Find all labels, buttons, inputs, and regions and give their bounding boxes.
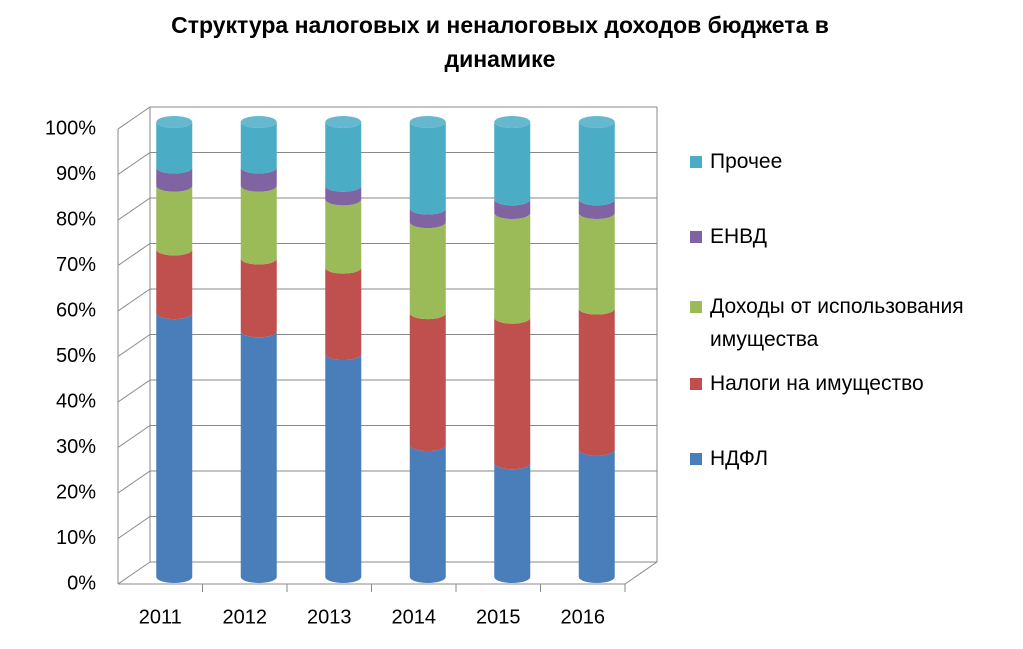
grid-line (117, 197, 657, 221)
y-tick-label: 20% (56, 481, 96, 503)
legend-item: Доходы от использования имущества (690, 290, 1020, 356)
y-tick-label: 30% (56, 436, 96, 458)
bar-segment (409, 208, 446, 229)
grid-line (117, 334, 657, 357)
y-tick-label: 90% (56, 163, 96, 185)
y-tick-label: 70% (56, 254, 96, 276)
legend-item: Налоги на имущество (690, 367, 1020, 400)
grid-line (117, 561, 657, 585)
legend-label: Налоги на имущество (710, 372, 924, 395)
grid-line (117, 516, 657, 539)
bar-segment (156, 249, 193, 320)
bar-segment (156, 122, 193, 174)
grid-line (117, 243, 657, 266)
x-tick-label: 2015 (476, 606, 521, 628)
cylinder-top (409, 116, 446, 128)
legend-swatch (690, 231, 702, 243)
bar-segment (409, 313, 446, 452)
bar-segment (240, 185, 277, 265)
legend-swatch (690, 453, 702, 465)
y-tick-label: 60% (56, 299, 96, 321)
bar-segment (409, 122, 446, 215)
bar-segment (494, 199, 531, 219)
bar-segment (325, 185, 362, 206)
bar-segment (325, 199, 362, 274)
bar-segment (240, 167, 277, 192)
y-tick-label: 40% (56, 390, 96, 412)
bar-segment (578, 122, 615, 206)
legend-item: ЕНВД (690, 220, 1020, 253)
grid-line (117, 288, 657, 312)
bar-segment (156, 313, 193, 583)
x-tick-label: 2013 (307, 606, 352, 628)
bar-segment (325, 122, 362, 192)
cylinder-top (156, 116, 193, 128)
cylinder-top (240, 116, 277, 128)
cylinder-top (494, 116, 531, 128)
legend-label: Доходы от использования имущества (710, 295, 964, 351)
bar-segment (578, 213, 615, 315)
bar-segment (494, 463, 531, 583)
bar-segment (325, 354, 362, 583)
y-tick-label: 80% (56, 208, 96, 230)
grid-line (117, 379, 657, 403)
bar-segment (240, 331, 277, 583)
x-tick-label: 2014 (392, 606, 437, 628)
grid-line (117, 470, 657, 494)
bar-segment (240, 122, 277, 174)
bar-segment (494, 213, 531, 324)
x-tick-label: 2012 (223, 606, 268, 628)
x-tick-label: 2016 (561, 606, 606, 628)
bar-segment (156, 185, 193, 256)
bar-segment (578, 308, 615, 456)
y-tick-label: 100% (45, 117, 96, 139)
grid-line (117, 152, 657, 175)
legend-swatch (690, 156, 702, 168)
bar-segment (578, 199, 615, 219)
grid-line (117, 425, 657, 448)
x-tick-label: 2011 (139, 606, 182, 628)
y-tick-label: 50% (56, 345, 96, 367)
grid-line (117, 106, 657, 130)
legend-item: НДФЛ (690, 442, 1020, 475)
y-tick-label: 10% (56, 527, 96, 549)
bar-segment (325, 267, 362, 361)
legend-swatch (690, 301, 702, 313)
chart-title: Структура налоговых и неналоговых доходо… (171, 12, 829, 72)
bar-segment (240, 258, 277, 338)
cylinder-top (578, 116, 615, 128)
bar-segment (409, 445, 446, 583)
bar-segment (409, 222, 446, 320)
cylinder-top (325, 116, 362, 128)
floor-edge (624, 561, 658, 585)
legend-item: Прочее (690, 145, 1020, 178)
bar-segment (156, 167, 193, 192)
legend-label: Прочее (710, 150, 783, 173)
legend-label: ЕНВД (710, 225, 767, 248)
bar-segment (494, 122, 531, 206)
bar-segment (494, 317, 531, 470)
legend-label: НДФЛ (710, 447, 768, 470)
bar-segment (578, 449, 615, 583)
legend-swatch (690, 378, 702, 390)
y-tick-label: 0% (67, 572, 96, 594)
